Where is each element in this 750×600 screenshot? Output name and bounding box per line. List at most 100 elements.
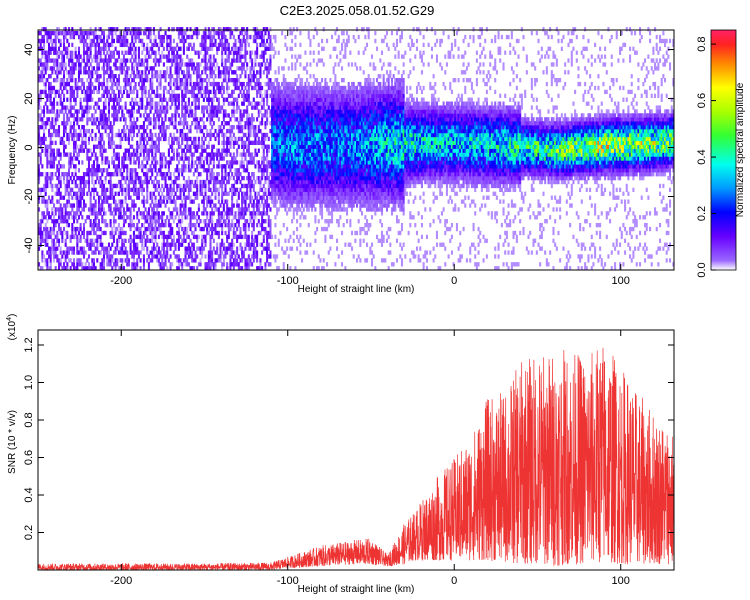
spectrogram-cell: [151, 222, 154, 228]
spectrogram-cell: [126, 172, 129, 177]
spectrogram-cell: [132, 199, 135, 204]
spectrogram-cell: [132, 152, 135, 157]
spectrogram-cell: [216, 230, 219, 236]
spectrogram-cell: [44, 183, 47, 189]
spectrogram-cell: [39, 62, 42, 67]
spectrogram-cell: [169, 93, 172, 98]
spectrogram-cell: [101, 191, 104, 196]
spectrogram-cell: [201, 81, 204, 87]
spectrogram-cell: [116, 262, 119, 267]
spectrogram-cell: [256, 242, 259, 247]
spectrogram-cell: [102, 89, 105, 95]
spectrogram-cell: [127, 156, 130, 161]
spectrogram-cell: [136, 62, 139, 67]
spectrogram-cell: [201, 226, 204, 232]
spectrogram-cell: [94, 219, 97, 224]
spectrogram-cell: [159, 215, 162, 220]
spectrogram-cell: [257, 128, 260, 134]
spectrogram-cell: [212, 54, 215, 59]
spectrogram-cell: [254, 191, 257, 196]
spectrogram-cell: [211, 156, 214, 161]
spectrogram-cell: [91, 172, 94, 177]
spectrogram-cell: [154, 164, 157, 169]
spectrogram-cell: [62, 70, 66, 75]
spectrogram-cell: [49, 160, 52, 165]
spectrogram-cell: [77, 250, 81, 255]
spectrogram-cell: [42, 46, 46, 51]
spectrogram-cell: [231, 164, 234, 169]
spectrogram-cell: [179, 58, 182, 63]
spectrogram-cell: [107, 89, 110, 95]
spectrogram-cell: [179, 207, 182, 212]
spectrogram-cell: [69, 152, 72, 157]
spectrogram-cell: [191, 254, 194, 259]
spectrogram-cell: [262, 168, 265, 173]
spectrogram-cell: [46, 219, 49, 224]
spectrogram-cell: [87, 175, 91, 181]
spectrogram-cell: [82, 207, 86, 212]
spectrogram-cell: [157, 34, 160, 40]
spectrogram-cell: [179, 38, 182, 44]
spectrogram-cell: [171, 58, 174, 63]
spectrogram-cell: [276, 207, 279, 212]
spectrogram-cell: [94, 58, 97, 63]
spectrogram-cell: [199, 42, 202, 48]
spectrogram-cell: [164, 195, 167, 200]
spectrogram-cell: [117, 128, 120, 134]
spectrogram-cell: [174, 66, 177, 71]
spectrogram-cell: [209, 46, 212, 51]
spectrogram-cell: [87, 246, 91, 251]
spectrogram-cell: [121, 175, 124, 181]
spectrogram-cell: [92, 187, 95, 193]
spectrogram-cell: [121, 199, 124, 204]
spectrogram-cell: [99, 113, 102, 118]
spectrogram-cell: [279, 156, 282, 161]
spectrogram-cell: [271, 109, 274, 114]
spectrogram-cell: [159, 226, 162, 232]
spectrogram-cell: [194, 254, 197, 259]
spectrogram-cell: [211, 199, 214, 204]
spectrogram-cell: [156, 109, 159, 114]
spectrogram-cell: [102, 78, 105, 83]
spectrogram-cell: [261, 160, 264, 165]
spectrogram-cell: [72, 136, 76, 142]
spectrogram-cell: [97, 179, 100, 185]
spectrogram-cell: [107, 254, 110, 259]
spectrogram-cell: [224, 191, 227, 196]
spectrogram-cell: [161, 219, 164, 224]
spectrogram-cell: [216, 81, 219, 87]
spectrogram-cell: [249, 242, 252, 247]
spectrogram-cell: [122, 128, 125, 134]
spectrogram-cell: [112, 140, 115, 146]
spectrogram-cell: [274, 164, 277, 169]
spectrogram-cell: [257, 62, 260, 67]
spectrogram-cell: [91, 250, 94, 255]
spectrogram-cell: [202, 58, 205, 63]
spectrogram-cell: [136, 234, 139, 240]
spectrogram-cell: [211, 148, 214, 153]
spectrogram-cell: [256, 132, 259, 138]
spectrogram-cell: [99, 262, 102, 267]
spectrogram-cell: [246, 148, 249, 153]
spectrogram-cell: [154, 117, 157, 122]
spectrogram-cell: [69, 132, 72, 138]
spectrogram-cell: [69, 85, 72, 91]
spectrogram-cell: [169, 38, 172, 44]
spectrogram-cell: [157, 140, 160, 146]
spectrogram-cell: [171, 144, 174, 149]
spectrogram-cell: [189, 62, 192, 67]
spectrogram-cell: [87, 54, 91, 59]
spectrogram-cell: [204, 30, 207, 36]
spectrogram-cell: [247, 140, 250, 146]
spectrogram-cell: [261, 132, 264, 138]
spectrogram-cell: [114, 93, 117, 98]
spectrogram-cell: [259, 203, 262, 208]
spectrogram-cell: [251, 215, 254, 220]
spectrogram-cell: [269, 62, 272, 67]
spectrogram-cell: [62, 30, 66, 36]
spectrogram-cell: [67, 117, 71, 122]
spectrogram-cell: [176, 62, 179, 67]
spectrogram-cell: [56, 74, 59, 79]
spectrogram-cell: [119, 183, 122, 189]
spectrogram-cell: [59, 164, 62, 169]
